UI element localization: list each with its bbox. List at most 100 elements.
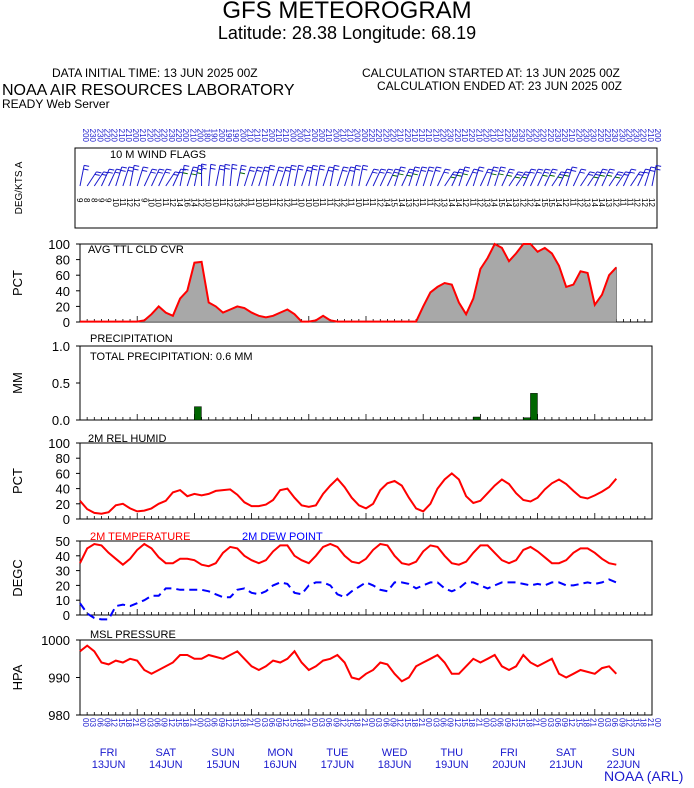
wind-barb-flag [342,169,348,172]
wind-speed-label: 14 [554,198,563,207]
wind-speed-label: 13 [404,198,413,207]
wind-speed-label: 12 [411,198,420,207]
wind-barb [201,163,207,186]
wind-barb-flag [398,173,404,176]
x-hour-label: 21 [360,718,369,727]
x-date-label: 18JUN [378,759,412,771]
x-hour-label: 15 [174,718,183,727]
x-hour-label: 03 [546,718,555,727]
x-hour-label: 06 [153,718,162,727]
wind-barb-flag [530,168,537,171]
wind-speed-label: 13 [232,198,241,207]
wind-speed-label: 12 [282,198,291,207]
x-hour-label: 00 [253,718,262,727]
x-hour-label: 00 [481,718,490,727]
wind-barb-flag [565,171,571,174]
y-tick-label: 990 [48,671,70,686]
x-hour-label: 18 [353,718,362,727]
x-hour-label: 21 [303,718,312,727]
wind-barb-staff [100,168,110,187]
wind-barb-flag [333,168,339,171]
x-hour-label: 15 [117,718,126,727]
wind-speed-label: 13 [483,198,492,207]
data-initial-time: DATA INITIAL TIME: 13 JUN 2025 00Z [52,66,258,80]
x-day-label: SAT [556,747,577,759]
y-tick-label: 20 [56,578,70,593]
x-hour-label: 06 [267,718,276,727]
wind-direction-label: 200 [353,129,362,143]
y-tick-label: 0.0 [52,413,70,428]
wind-barb-flag [463,169,470,172]
wind-barb [472,166,485,187]
y-tick-label: 0 [63,315,70,330]
wind-direction-label: 190 [224,129,233,143]
wind-barb-staff [365,168,375,187]
wind-speed-label: 11 [318,198,327,207]
wind-barb-staff [79,165,85,187]
wind-barb [637,168,651,187]
wind-barb [100,168,115,187]
wind-barb-flag [588,173,594,176]
wind-speed-label: 14 [597,198,606,207]
wind-barb [565,166,578,187]
x-day-label: SUN [211,747,234,759]
wind-barb-flag [279,166,285,169]
wind-barb-staff [651,165,657,187]
wind-barb [322,166,335,187]
wind-barb-flag [392,174,398,177]
wind-barb-staff [572,168,582,187]
wind-barb-staff [529,168,539,187]
wind-barb-flag [350,166,356,169]
wind-barb-flag [429,166,435,169]
wind-speed-label: 9 [75,198,84,203]
wind-barb-flag [94,173,100,176]
wind-barb-flag [219,164,226,167]
wind-barb [594,168,608,187]
wind-barb-flag [372,171,378,174]
y-axis-label: PCT [10,468,25,494]
wind-barb-flag [602,168,608,171]
wind-barb-staff [494,166,502,187]
wind-direction-label: 210 [324,129,333,143]
wind-barb [365,168,379,187]
wind-direction-label: 230 [446,129,455,143]
wind-direction-label: 210 [460,129,469,143]
wind-speed-label: 10 [304,198,313,207]
wind-barb-flag [563,174,570,177]
wind-barb-flag [545,168,551,171]
wind-barb-flag [201,163,207,166]
wind-direction-label: 210 [417,129,426,143]
wind-speed-label: 15 [390,198,399,207]
wind-direction-label: 230 [632,129,641,143]
wind-direction-label: 200 [181,129,190,143]
wind-direction-label: 220 [174,129,183,143]
wind-barb-flag [498,173,504,176]
wind-barb [251,166,263,187]
wind-barb-flag [277,169,284,172]
y-tick-label: 980 [48,708,70,723]
wind-barb [358,164,369,187]
wind-barb-flag [192,169,198,172]
wind-direction-label: 220 [574,129,583,143]
x-hour-label: 15 [460,718,469,727]
x-hour-label: 12 [510,718,519,727]
wind-speed-label: 12 [332,198,341,207]
wind-barb-flag [581,168,587,171]
wind-direction-label: 220 [403,129,412,143]
wind-direction-label: 230 [88,129,97,143]
x-hour-label: 06 [95,718,104,727]
wind-direction-label: 230 [95,129,104,143]
x-hour-label: 00 [310,718,319,727]
y-axis-label: PCT [10,270,25,296]
wind-barb [151,168,165,187]
wind-direction-label: 210 [274,129,283,143]
wind-barb-flag [508,171,514,174]
wind-speed-label: 9 [139,198,148,203]
wind-barb-flag [500,166,506,169]
wind-direction-label: 210 [496,129,505,143]
y-tick-label: 1000 [41,633,70,648]
wind-direction-label: 230 [517,129,526,143]
x-hour-label: 12 [224,718,233,727]
wind-barb-flag [412,173,418,176]
wind-barb-flag [263,169,269,172]
